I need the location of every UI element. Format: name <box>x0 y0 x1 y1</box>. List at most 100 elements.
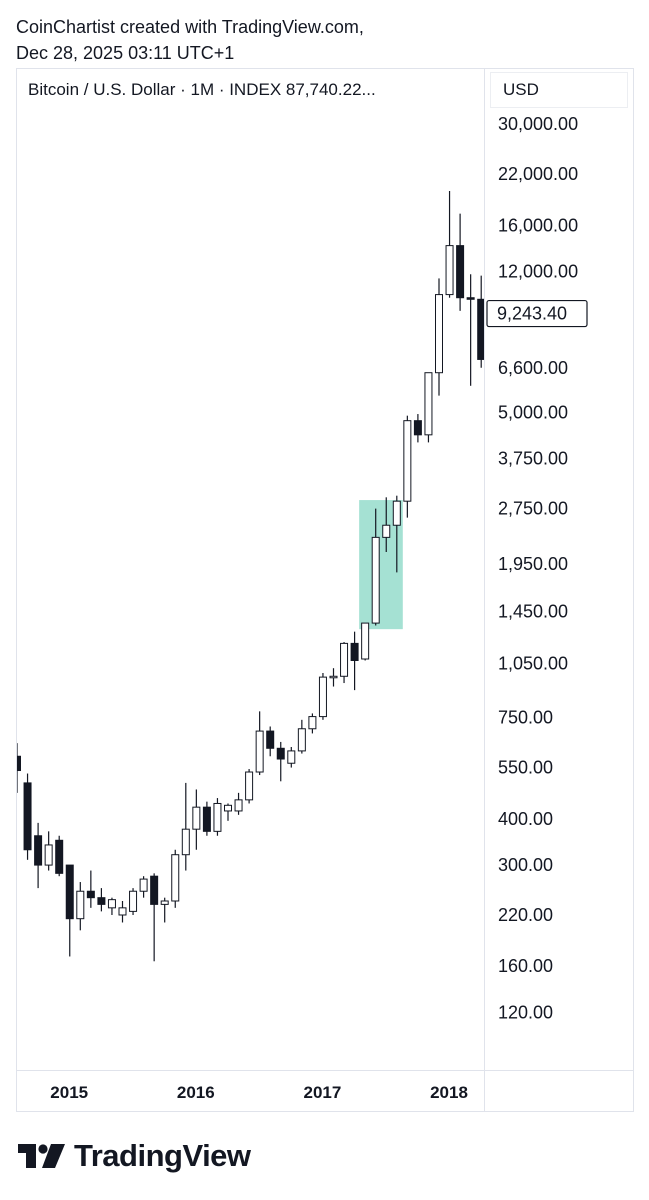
candle-body-down <box>202 806 211 832</box>
candle <box>435 278 443 396</box>
candle <box>17 743 21 793</box>
candle-body-up <box>129 890 138 912</box>
y-tick-label: 22,000.00 <box>498 164 578 184</box>
candle <box>403 415 412 518</box>
candle <box>34 822 43 889</box>
y-tick-label: 16,000.00 <box>498 215 578 235</box>
candle-body-up <box>392 500 401 526</box>
candle-body-up <box>318 676 327 718</box>
candle <box>245 769 254 804</box>
candle <box>456 213 465 311</box>
candle-body-up <box>424 372 433 436</box>
y-tick-label: 5,000.00 <box>498 402 568 422</box>
candle <box>308 713 317 734</box>
candle-body-up <box>382 524 391 538</box>
candle <box>466 274 475 386</box>
candle-body-up <box>192 806 201 830</box>
candle-body-down <box>97 897 106 905</box>
candle <box>129 888 138 915</box>
candle <box>118 900 127 923</box>
candle-body-down <box>413 420 422 436</box>
candle <box>340 642 349 684</box>
current-price-label: 9,243.40 <box>497 304 567 324</box>
y-tick-label: 160.00 <box>498 956 553 976</box>
candle-body-up <box>445 245 454 296</box>
candle <box>192 789 201 850</box>
candle-body-down <box>466 297 475 300</box>
candle-body-up <box>234 799 243 812</box>
candle-body-up <box>329 675 338 679</box>
candle <box>329 668 338 687</box>
candle-body-up <box>371 536 380 624</box>
y-tick-label: 1,050.00 <box>498 654 568 674</box>
chart-frame <box>16 68 634 1112</box>
candle-body-down <box>65 864 74 920</box>
x-tick-label: 2016 <box>177 1083 215 1102</box>
candle <box>76 882 85 931</box>
plot-area <box>17 190 484 962</box>
candle-body-up <box>181 828 190 856</box>
candle-body-up <box>44 844 53 866</box>
candle <box>224 803 232 821</box>
candle <box>413 414 422 443</box>
candle-body-down <box>350 642 359 661</box>
y-tick-label: 1,950.00 <box>498 554 568 574</box>
tradingview-wordmark: TradingView <box>74 1138 251 1173</box>
attribution-line: CoinChartist created with TradingView.co… <box>16 17 364 37</box>
y-tick-label: 30,000.00 <box>498 114 578 134</box>
candle <box>234 792 243 815</box>
candle <box>107 897 116 915</box>
candle <box>361 622 370 661</box>
candle <box>382 497 391 553</box>
candle <box>23 773 32 860</box>
candle <box>255 711 264 776</box>
attribution-timestamp: Dec 28, 2025 03:11 UTC+1 <box>16 43 235 63</box>
candle <box>139 876 148 898</box>
price-axis-divider <box>484 68 485 1112</box>
candle-body-up <box>171 854 180 902</box>
currency-selector[interactable]: USD <box>490 72 628 108</box>
candle-body-down <box>34 835 43 866</box>
x-tick-label: 2018 <box>430 1083 468 1102</box>
candle-body-down <box>17 755 21 772</box>
y-tick-label: 1,450.00 <box>498 602 568 622</box>
candle <box>160 897 169 923</box>
candle <box>171 849 180 908</box>
candle <box>297 719 306 754</box>
candle-body-up <box>255 730 264 773</box>
candle-body-up <box>245 771 254 801</box>
symbol-legend[interactable]: Bitcoin / U.S. Dollar · 1M · INDEX 87,74… <box>28 80 376 99</box>
candle-body-up <box>340 642 349 677</box>
candle <box>445 190 454 298</box>
candle <box>350 631 359 691</box>
candle <box>266 726 275 757</box>
candle <box>477 275 484 368</box>
candle <box>213 798 222 836</box>
candle-body-up <box>139 878 148 892</box>
y-tick-label: 400.00 <box>498 809 553 829</box>
candle-body-up <box>118 907 127 916</box>
candle <box>287 746 296 768</box>
y-tick-label: 750.00 <box>498 708 553 728</box>
y-tick-label: 300.00 <box>498 855 553 875</box>
candle <box>424 372 433 443</box>
candle <box>150 873 159 962</box>
candle-body-up <box>361 622 370 660</box>
candle-body-up <box>107 899 116 909</box>
candle <box>65 864 74 957</box>
candle <box>276 741 285 782</box>
tradingview-logo: TradingView <box>18 1138 251 1174</box>
x-tick-label: 2015 <box>50 1083 88 1102</box>
candle-body-down <box>276 747 285 760</box>
time-axis-divider <box>16 1070 634 1071</box>
current-price-box <box>486 299 588 328</box>
candle-body-up <box>435 294 443 374</box>
candle-body-up <box>308 716 317 730</box>
candle <box>44 831 53 871</box>
y-tick-label: 120.00 <box>498 1003 553 1023</box>
candle <box>318 672 327 720</box>
candle-body-down <box>23 782 32 851</box>
candle-body-up <box>224 804 232 812</box>
y-tick-label: 6,600.00 <box>498 358 568 378</box>
